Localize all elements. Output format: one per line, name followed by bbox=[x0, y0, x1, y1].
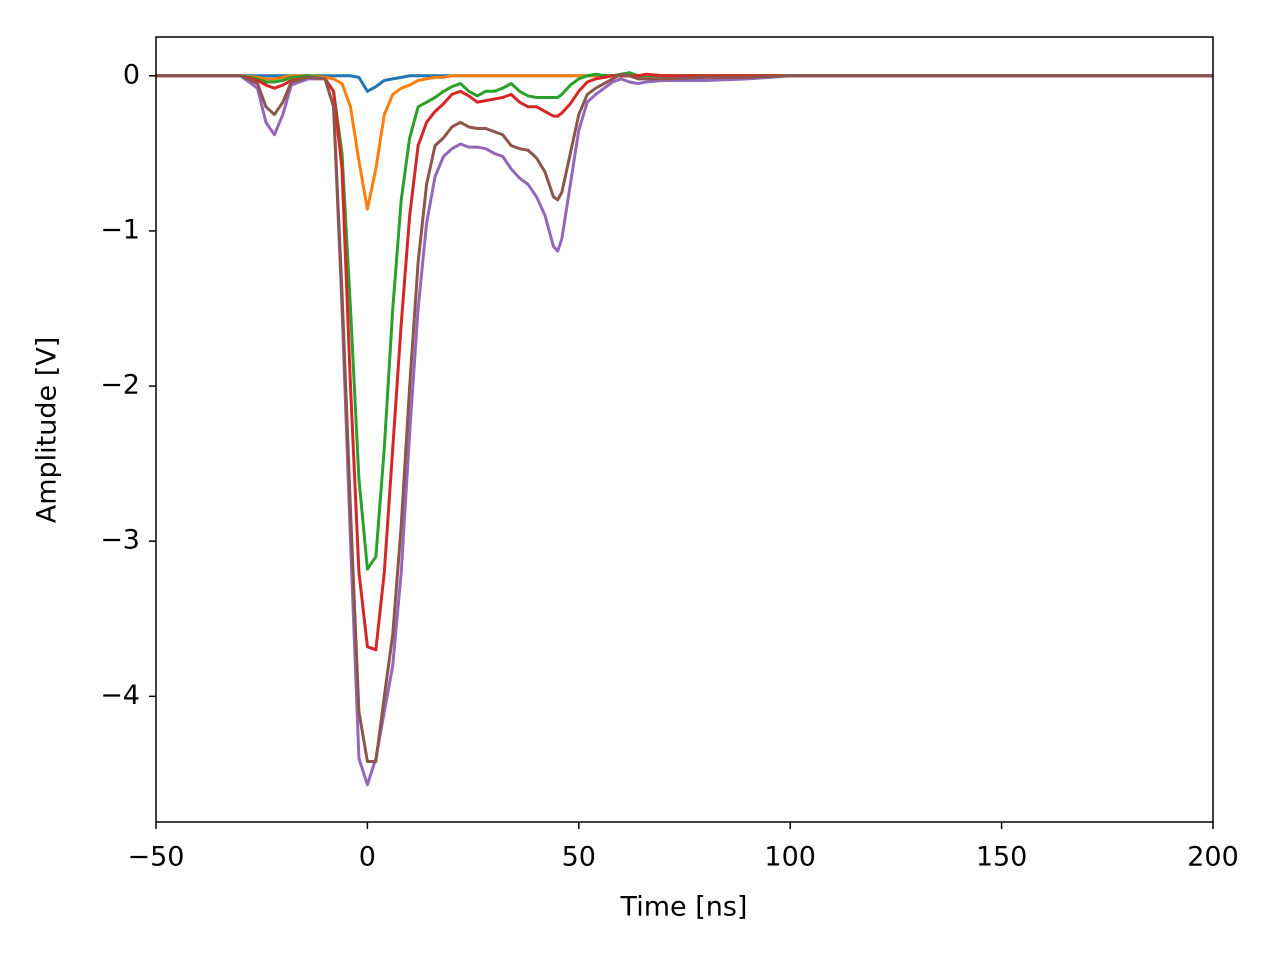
y-tick-label: −4 bbox=[100, 680, 140, 711]
x-tick-label: 200 bbox=[1187, 842, 1239, 873]
plot-frame bbox=[155, 36, 1214, 823]
x-tick-label: 50 bbox=[562, 842, 596, 873]
line-series bbox=[156, 72, 1213, 763]
x-axis-label: Time [ns] bbox=[620, 892, 748, 923]
line-series bbox=[156, 74, 1213, 787]
line-series bbox=[156, 72, 1213, 652]
x-tick-label: 150 bbox=[976, 842, 1028, 873]
y-axis-label: Amplitude [V] bbox=[32, 337, 63, 523]
y-tick-label: −3 bbox=[100, 525, 140, 556]
x-tick-label: 0 bbox=[359, 842, 376, 873]
x-tick-label: 100 bbox=[764, 842, 816, 873]
y-tick-label: 0 bbox=[123, 59, 140, 90]
line-series bbox=[156, 74, 1213, 211]
x-tick-label: −50 bbox=[128, 842, 185, 873]
y-tick-label: −2 bbox=[100, 370, 140, 401]
y-tick-label: −1 bbox=[100, 214, 140, 245]
line-series bbox=[156, 71, 1213, 571]
